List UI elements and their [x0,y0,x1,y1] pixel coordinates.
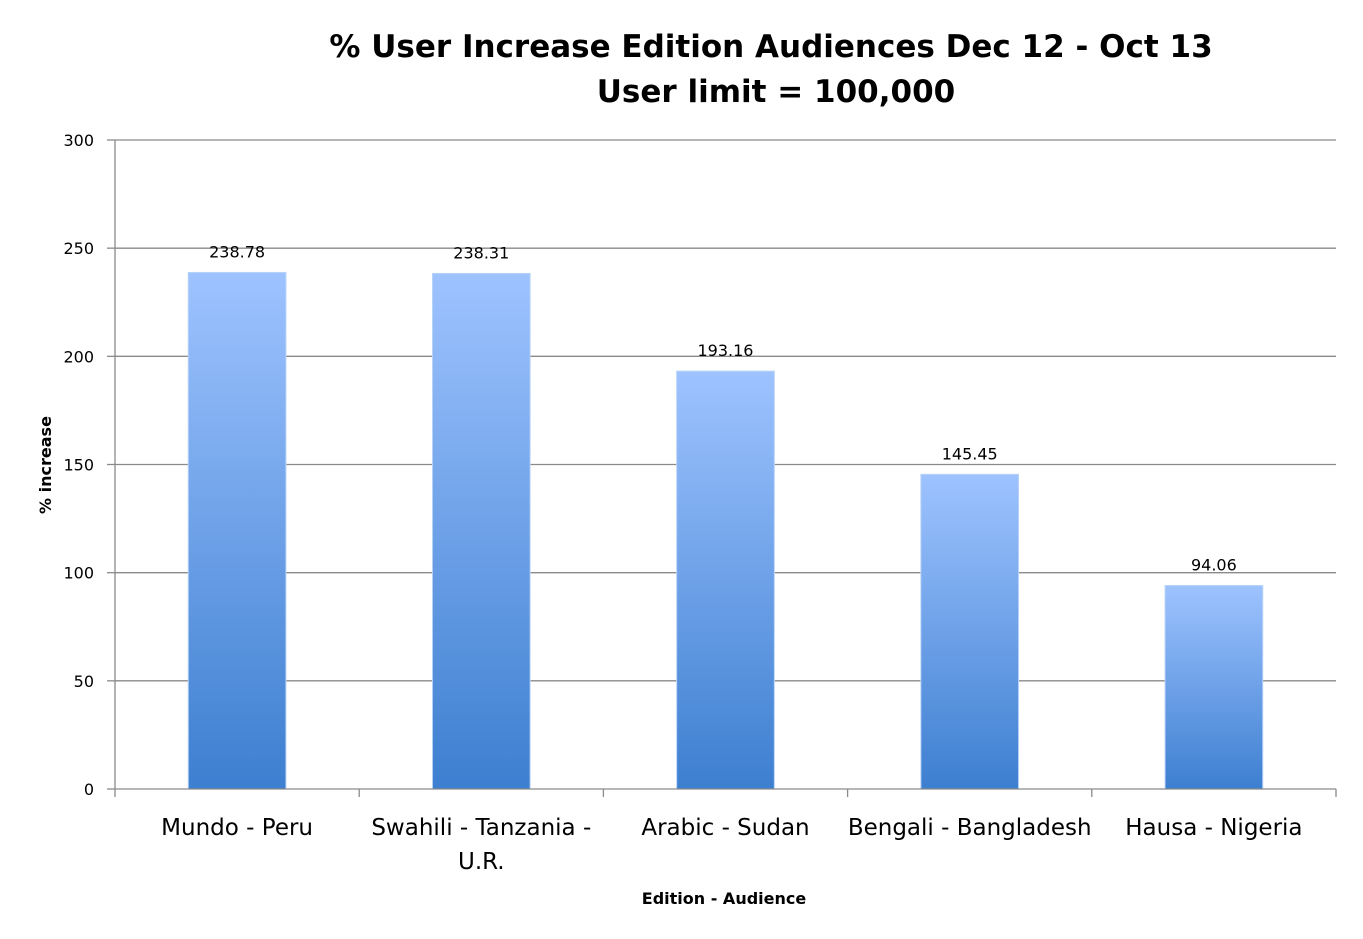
bar [1164,585,1264,790]
bar [431,272,531,790]
x-tick-label: Mundo - Peru [161,815,313,841]
x-axis-title: Edition - Audience [642,889,807,908]
bar [920,473,1020,790]
y-tick-label: 0 [84,780,94,799]
y-tick-label: 50 [74,672,94,691]
bars [187,271,1264,790]
chart-title: % User Increase Edition Audiences Dec 12… [329,29,1212,65]
y-tick-label: 250 [63,239,94,258]
data-label: 94.06 [1191,556,1237,575]
x-tick-label: Arabic - Sudan [641,815,809,841]
data-label: 238.31 [453,243,509,262]
data-label: 145.45 [942,444,998,463]
y-tick-label: 200 [63,347,94,366]
x-tick-label: Swahili - Tanzania - [371,815,591,841]
data-label: 193.16 [698,341,754,360]
bar [187,271,287,790]
x-tick-label: U.R. [458,849,505,875]
axes [107,139,1337,797]
y-tick-label: 150 [63,456,94,475]
y-tick-label: 300 [63,131,94,150]
labels: 0 50 100 150 200 250 300 238.78 Mundo - Peru 238.… [63,131,1302,875]
y-axis-title: % increase [36,416,55,514]
data-label: 238.78 [209,242,265,261]
x-tick-label: Hausa - Nigeria [1125,815,1302,841]
x-tick-label: Bengali - Bangladesh [848,815,1092,841]
bar [676,370,775,790]
y-tick-label: 100 [63,564,94,583]
chart-subtitle: User limit = 100,000 [597,74,955,110]
